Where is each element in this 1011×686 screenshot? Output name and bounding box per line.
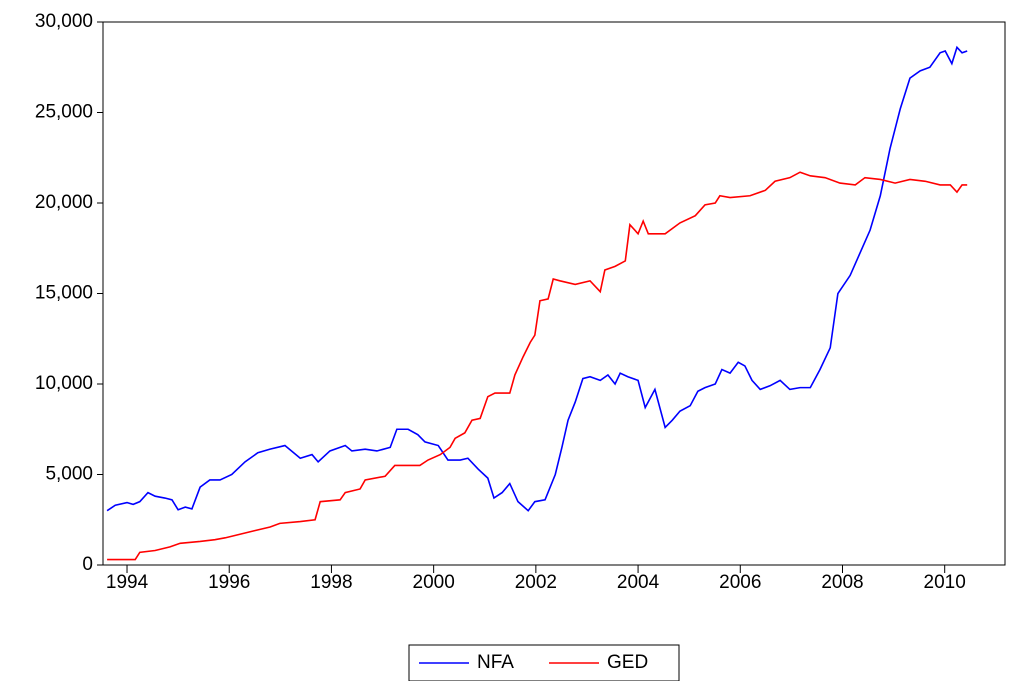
legend: NFA GED bbox=[408, 644, 680, 682]
y-tick-label: 25,000 bbox=[35, 102, 93, 123]
x-tick-label: 2008 bbox=[821, 572, 863, 593]
legend-label: GED bbox=[607, 652, 648, 673]
y-tick-label: 5,000 bbox=[45, 464, 93, 485]
x-tick-label: 2006 bbox=[719, 572, 761, 593]
series-line bbox=[107, 171, 968, 561]
x-tick-label: 1996 bbox=[208, 572, 250, 593]
x-tick-label: 2004 bbox=[617, 572, 660, 593]
y-tick-label: 10,000 bbox=[35, 373, 93, 394]
y-tick-label: 30,000 bbox=[35, 11, 93, 32]
x-tick-label: 1994 bbox=[106, 572, 149, 593]
x-tick-label: 1998 bbox=[310, 572, 352, 593]
series-line bbox=[106, 45, 968, 512]
x-tick-label: 2002 bbox=[515, 572, 557, 593]
legend-label: NFA bbox=[477, 652, 514, 673]
y-tick-label: 0 bbox=[82, 554, 93, 575]
x-tick-label: 2010 bbox=[924, 572, 966, 593]
x-tick-label: 2000 bbox=[413, 572, 455, 593]
y-tick-label: 20,000 bbox=[35, 192, 93, 213]
y-tick-label: 15,000 bbox=[35, 283, 93, 304]
plot-frame bbox=[102, 21, 1006, 566]
